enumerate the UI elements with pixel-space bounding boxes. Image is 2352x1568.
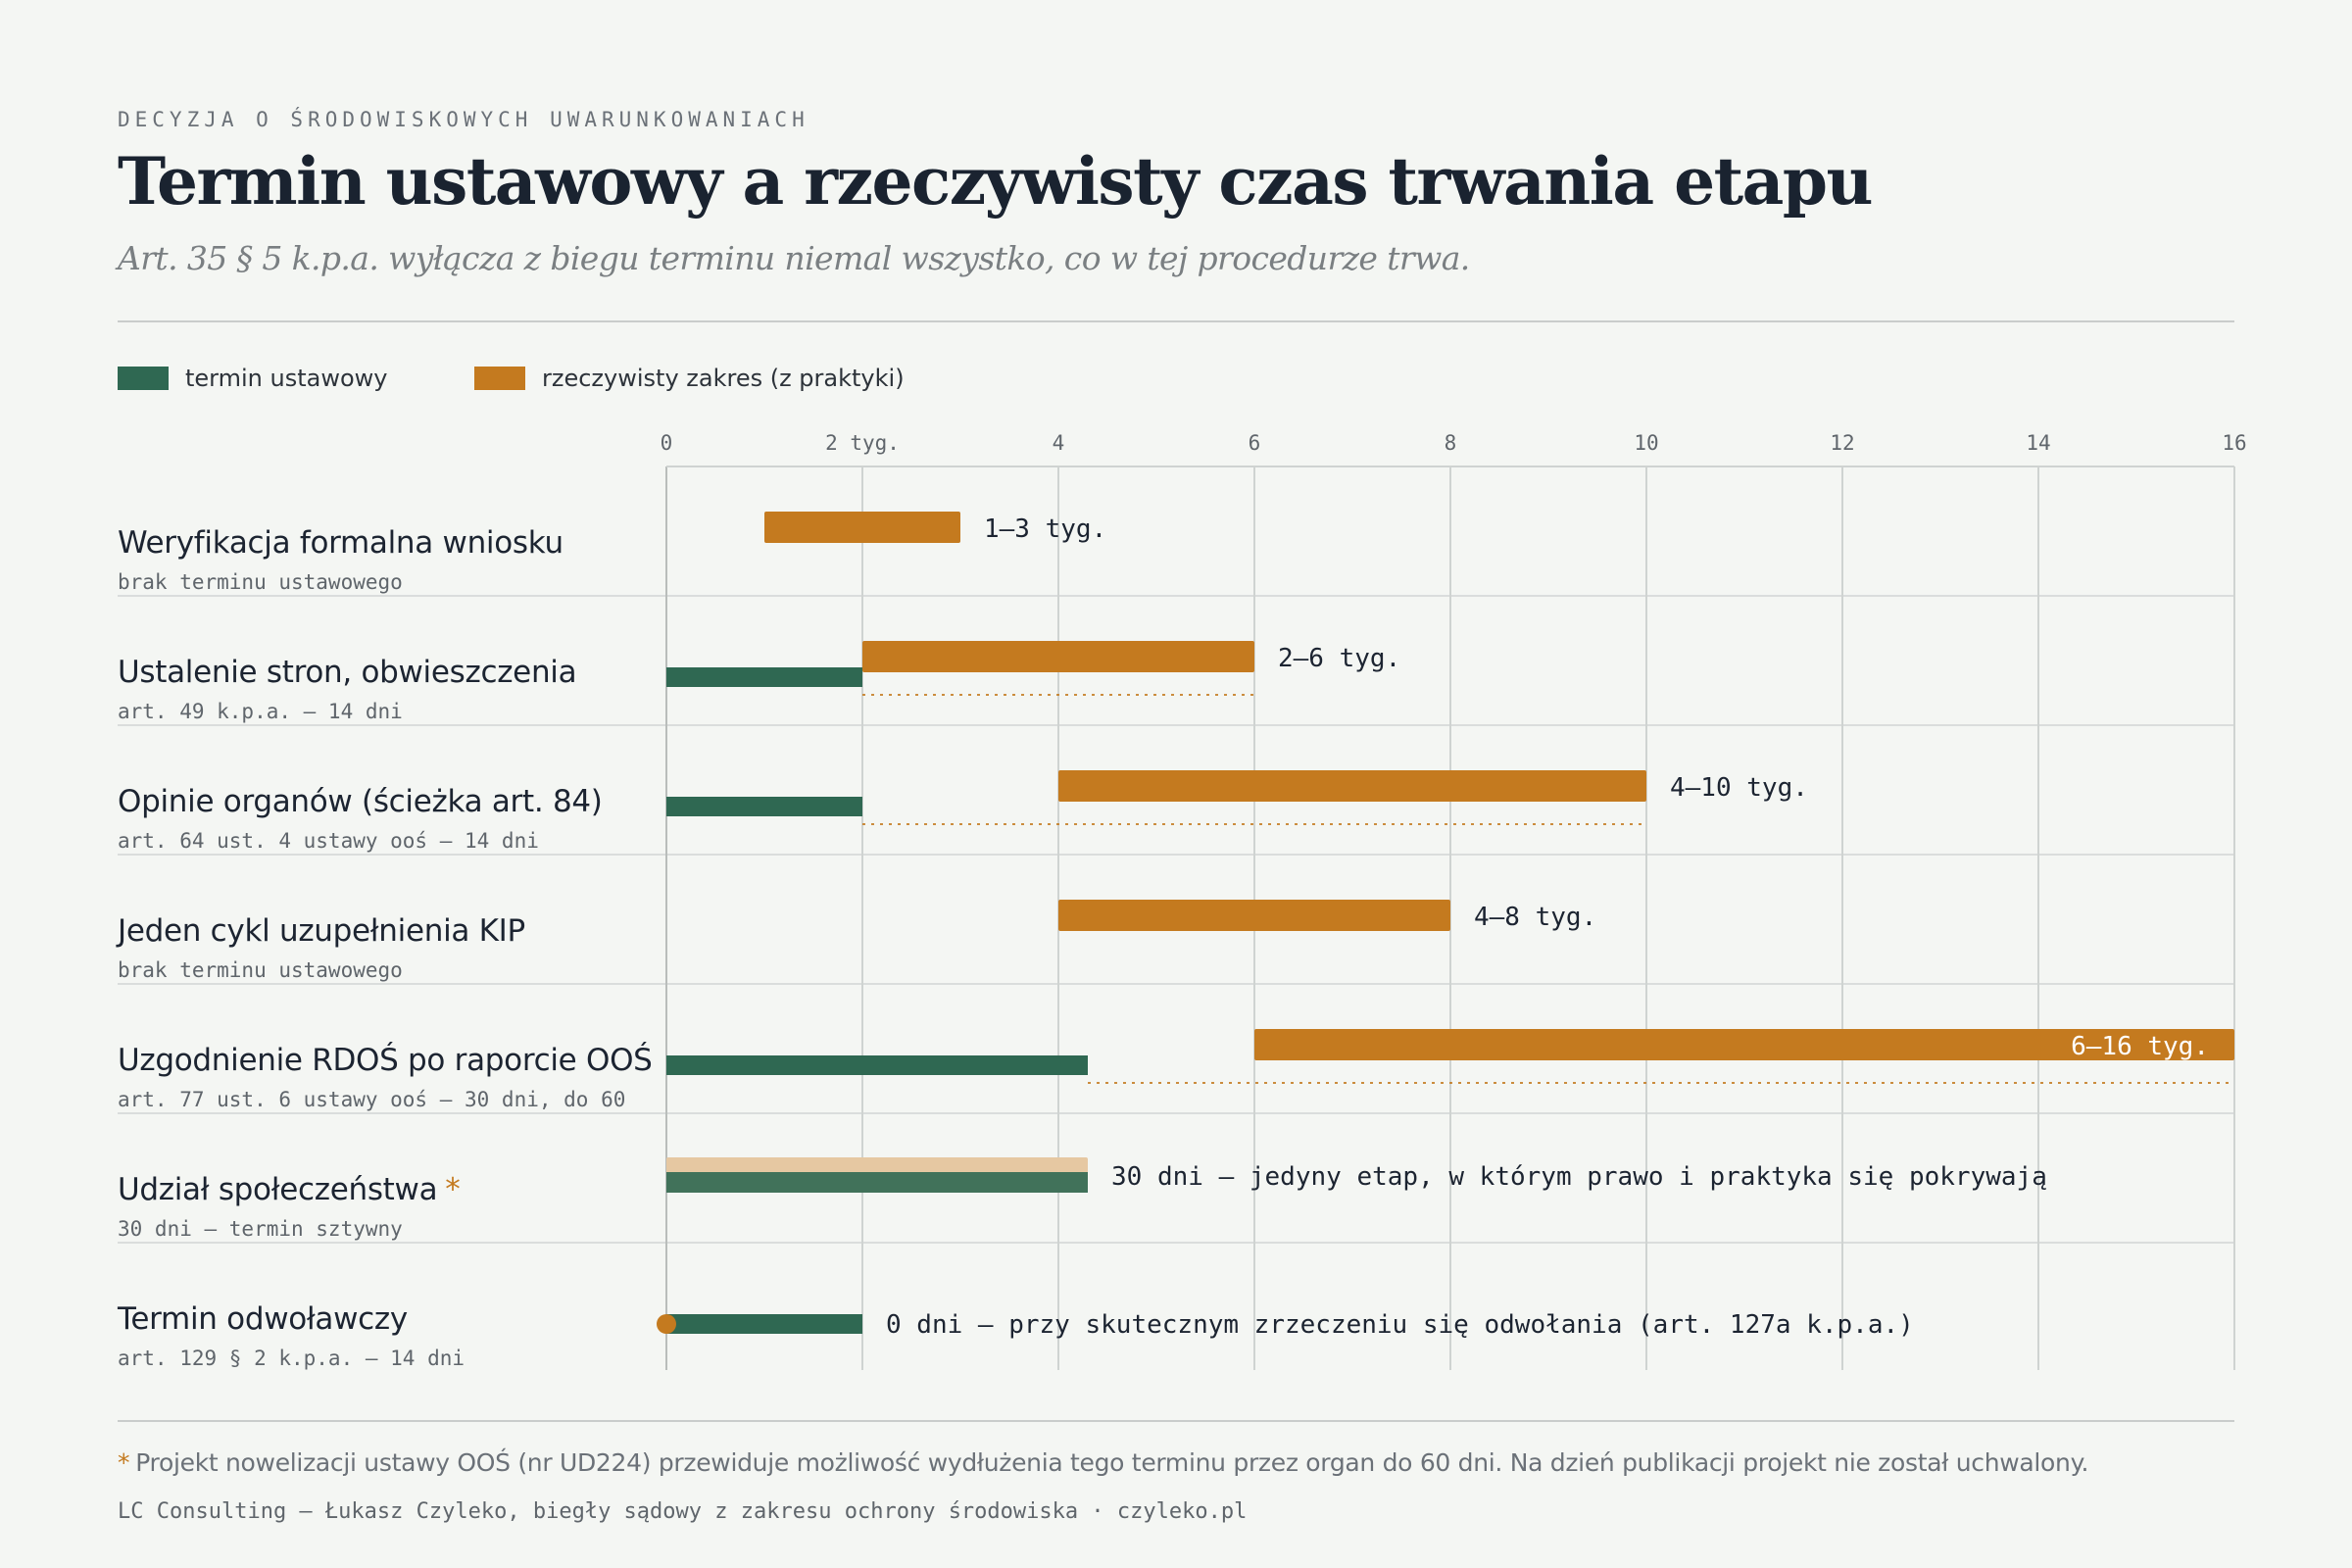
x-tick-label: 12 [1830,431,1854,455]
legend-label-actual: rzeczywisty zakres (z praktyki) [542,365,905,392]
category-label: Weryfikacja formalna wniosku [118,525,564,561]
kicker: DECYZJA O ŚRODOWISKOWYCH UWARUNKOWANIACH [118,108,809,131]
x-tick-label: 10 [1634,431,1658,455]
category-name: Opinie organów (ścieżka art. 84) [118,784,603,819]
category-label: Opinie organów (ścieżka art. 84) [118,784,603,819]
category-name: Weryfikacja formalna wniosku [118,525,564,561]
statutory-bar [666,667,862,687]
x-tick-label: 14 [2026,431,2050,455]
data-label: 4–8 tyg. [1474,903,1596,932]
category-sublabel: art. 49 k.p.a. — 14 dni [118,700,403,723]
data-label: 6–16 tyg. [2071,1032,2209,1061]
page-title: Termin ustawowy a rzeczywisty czas trwan… [118,143,1874,220]
category-label: Jeden cykl uzupełnienia KIP [118,913,525,949]
legend-swatch-actual [474,367,525,390]
x-tick-label: 6 [1249,431,1261,455]
actual-range-bar [764,512,960,543]
category-name: Uzgodnienie RDOŚ po raporcie OOŚ [118,1043,653,1078]
x-tick-label: 4 [1053,431,1065,455]
footer-rule [118,1420,2234,1422]
x-tick-label: 16 [2222,431,2246,455]
legend-label-statutory: termin ustawowy [185,365,388,392]
x-tick-label: 0 [661,431,673,455]
category-name: Termin odwoławczy [118,1301,408,1337]
category-sublabel: art. 77 ust. 6 ustawy ooś — 30 dni, do 6… [118,1088,626,1111]
credit-line: LC Consulting — Łukasz Czyleko, biegły s… [118,1499,1248,1524]
category-label: Uzgodnienie RDOŚ po raporcie OOŚ [118,1043,653,1078]
actual-range-bar [1058,900,1450,931]
actual-range-bar [1058,770,1646,802]
actual-range-bar [1254,1029,2234,1060]
data-label: 30 dni — jedyny etap, w którym prawo i p… [1111,1162,2047,1192]
statutory-bar [666,1055,1088,1075]
header-rule [118,320,2234,322]
footnote-marker: * [445,1172,461,1207]
x-tick-label: 8 [1445,431,1457,455]
data-label: 0 dni — przy skutecznym zrzeczeniu się o… [886,1310,1914,1340]
category-name: Udział społeczeństwa [118,1172,438,1207]
category-label: Udział społeczeństwa * [118,1172,461,1207]
footnote-text: Projekt nowelizacji ustawy OOŚ (nr UD224… [135,1448,2089,1477]
category-name: Ustalenie stron, obwieszczenia [118,655,577,690]
footnote: * Projekt nowelizacji ustawy OOŚ (nr UD22… [118,1448,2088,1477]
category-sublabel: brak terminu ustawowego [118,570,403,594]
page-subtitle: Art. 35 § 5 k.p.a. wyłącza z biegu termi… [118,239,1470,277]
category-sublabel: brak terminu ustawowego [118,958,403,982]
category-name: Jeden cykl uzupełnienia KIP [118,913,525,949]
footnote-star: * [118,1448,130,1477]
statutory-bar [666,1314,862,1334]
category-label: Ustalenie stron, obwieszczenia [118,655,577,690]
legend-item-statutory: termin ustawowy [118,363,387,394]
category-sublabel: 30 dni — termin sztywny [118,1217,403,1241]
data-label: 1–3 tyg. [984,514,1106,544]
data-label: 2–6 tyg. [1278,644,1400,673]
x-tick-label: 2 tyg. [825,431,900,455]
category-sublabel: art. 129 § 2 k.p.a. — 14 dni [118,1347,466,1370]
zero-duration-dot [657,1314,676,1334]
actual-range-bar [862,641,1254,672]
statutory-bar [666,1172,1088,1193]
legend-item-actual: rzeczywisty zakres (z praktyki) [474,363,905,394]
category-sublabel: art. 64 ust. 4 ustawy ooś — 14 dni [118,829,539,853]
statutory-bar [666,797,862,816]
data-label: 4–10 tyg. [1670,773,1808,803]
legend-swatch-statutory [118,367,169,390]
category-label: Termin odwoławczy [118,1301,408,1337]
